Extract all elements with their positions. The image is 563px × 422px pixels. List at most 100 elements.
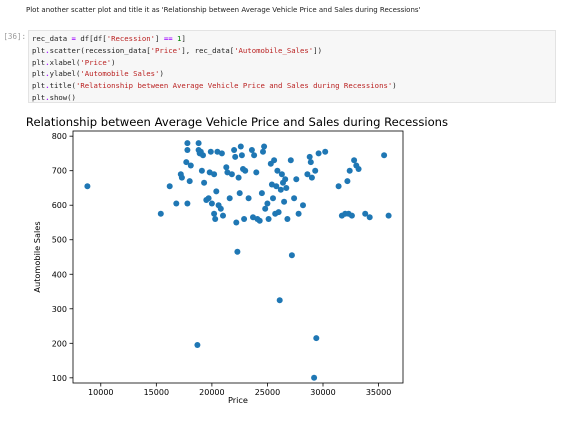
code-line: plt.show() <box>32 93 76 102</box>
scatter-point <box>275 209 282 216</box>
scatter-point <box>307 159 314 166</box>
scatter-point <box>264 200 271 207</box>
code-token: . <box>45 92 50 102</box>
scatter-point <box>253 169 260 176</box>
plot-frame <box>72 130 404 384</box>
code-token: rec_data <box>32 34 72 43</box>
code-token: . <box>45 57 50 67</box>
code-line: plt.scatter(recession_data['Price'], rec… <box>32 46 322 55</box>
scatter-point <box>291 195 298 202</box>
scatter-point <box>256 217 263 224</box>
code-cell[interactable]: rec_data = df[df['Recession'] == 1] plt.… <box>28 30 556 103</box>
scatter-point <box>178 174 185 181</box>
scatter-point <box>293 176 300 183</box>
scatter-point <box>187 162 194 169</box>
scatter-point <box>217 205 224 212</box>
code-token: ]) <box>313 45 322 55</box>
x-tick-label: 20000 <box>199 388 224 397</box>
code-token: ylabel( <box>49 69 81 79</box>
scatter-point <box>265 216 272 222</box>
scatter-point <box>366 214 373 221</box>
x-tick-label: 35000 <box>366 388 391 397</box>
scatter-chart: Relationship between Average Vehicle Pri… <box>26 115 448 405</box>
code-token: 'Relationship between Average Vehicle Pr… <box>75 81 393 91</box>
scatter-point <box>224 169 231 176</box>
scatter-point <box>242 167 249 174</box>
code-token: 'Recession' <box>106 34 156 43</box>
scatter-point <box>248 147 255 153</box>
scatter-point <box>234 248 241 255</box>
code-editor[interactable]: rec_data = df[df['Recession'] == 1] plt.… <box>29 31 555 104</box>
data-points <box>84 140 392 381</box>
y-axis: 100 200 300 400 500 600 700 800 <box>52 132 73 383</box>
scatter-point <box>201 179 208 186</box>
code-token: plt <box>32 45 46 55</box>
code-token: == <box>163 34 173 43</box>
scatter-point <box>381 152 388 159</box>
code-token: ] <box>155 34 164 43</box>
execution-count: [36]: <box>3 32 26 41</box>
scatter-point <box>183 159 190 166</box>
scatter-point <box>284 216 291 222</box>
scatter-point <box>306 153 313 160</box>
scatter-point <box>355 166 362 172</box>
code-token: show() <box>49 92 76 102</box>
code-line: plt.xlabel('Price') <box>32 58 116 67</box>
scatter-point <box>211 171 218 178</box>
y-axis-label: Automobile Sales <box>32 221 42 292</box>
y-tick-label: 100 <box>52 374 67 383</box>
scatter-point <box>157 210 164 217</box>
y-tick-label: 700 <box>52 167 67 176</box>
markdown-instruction: Plot another scatter plot and title it a… <box>26 6 421 14</box>
scatter-point <box>166 183 173 190</box>
code-token: 1 <box>177 34 182 43</box>
scatter-point <box>288 252 295 259</box>
scatter-point <box>214 148 221 155</box>
scatter-point <box>322 148 329 155</box>
scatter-point <box>273 183 280 190</box>
scatter-point <box>251 152 258 159</box>
x-tick-label: 15000 <box>144 388 169 397</box>
scatter-point <box>200 152 206 159</box>
scatter-point <box>276 297 283 304</box>
scatter-point <box>270 195 276 202</box>
scatter-point <box>313 335 320 342</box>
scatter-point <box>207 148 214 155</box>
code-token: plt <box>32 57 46 67</box>
scatter-point <box>236 190 243 197</box>
code-token: 'Automobile Sales' <box>80 69 160 79</box>
chart-title: Relationship between Average Vehicle Pri… <box>26 115 448 129</box>
scatter-point <box>231 147 238 153</box>
code-token: scatter(recession_data[ <box>49 45 151 55</box>
code-line: rec_data = df[df['Recession'] == 1] <box>32 34 186 43</box>
scatter-point <box>274 167 281 174</box>
code-token: df[df[ <box>75 34 107 43</box>
scatter-point <box>194 342 201 348</box>
scatter-point <box>311 374 318 381</box>
scatter-point <box>173 200 180 207</box>
scatter-point <box>205 195 212 202</box>
scatter-point <box>351 157 358 164</box>
scatter-point <box>344 178 351 185</box>
code-token: title( <box>49 81 76 91</box>
scatter-point <box>213 188 220 195</box>
scatter-point <box>212 216 219 222</box>
scatter-point <box>300 202 306 209</box>
cell-output: Relationship between Average Vehicle Pri… <box>0 106 563 418</box>
scatter-point <box>277 186 284 193</box>
code-token: plt <box>32 81 46 91</box>
scatter-point <box>232 153 239 160</box>
markdown-cell[interactable]: Plot another scatter plot and title it a… <box>26 4 556 22</box>
scatter-point <box>308 174 315 181</box>
code-token: 'Price' <box>80 57 112 67</box>
x-axis-label: Price <box>228 395 248 405</box>
code-token: ) <box>392 81 397 91</box>
scatter-point <box>282 176 289 183</box>
code-line: plt.ylabel('Automobile Sales') <box>32 69 164 78</box>
scatter-point <box>315 150 322 157</box>
code-line: plt.title('Relationship between Average … <box>32 81 397 90</box>
scatter-point <box>335 183 342 190</box>
code-token: ) <box>111 57 116 67</box>
scatter-point <box>260 148 266 155</box>
scatter-point <box>226 195 233 202</box>
